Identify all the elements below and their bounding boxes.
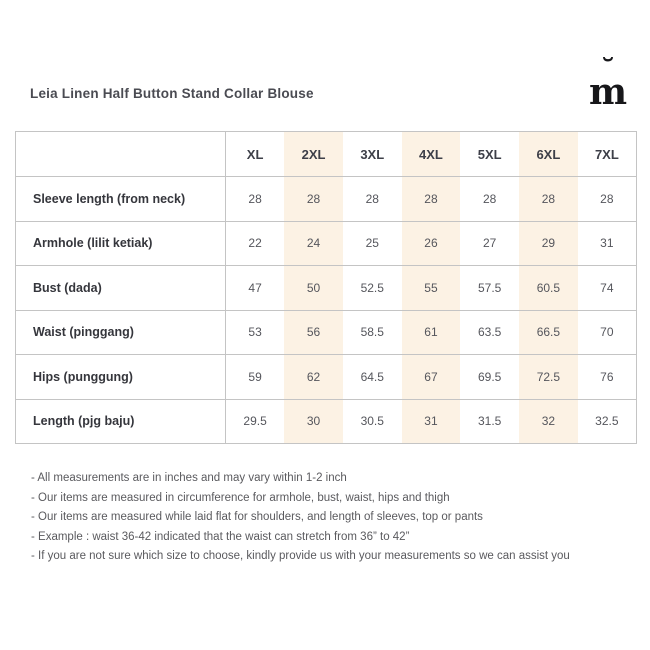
column-header-7xl: 7XL [577, 131, 637, 177]
page-title: Leia Linen Half Button Stand Collar Blou… [30, 86, 314, 101]
measurement-notes: - All measurements are in inches and may… [31, 469, 570, 567]
column-header-4xl: 4XL [401, 131, 461, 177]
size-value: 53 [225, 309, 285, 355]
size-value: 31.5 [460, 398, 520, 444]
size-value: 72.5 [519, 354, 578, 399]
size-value: 28 [519, 176, 578, 221]
row-label: Hips (punggung) [15, 354, 226, 399]
size-value: 32 [519, 398, 578, 444]
size-value: 76 [577, 354, 637, 399]
table-row-bust: Bust (dada) 47 50 52.5 55 57.5 60.5 74 [15, 265, 637, 310]
size-value: 27 [460, 220, 520, 266]
column-header-2xl: 2XL [284, 131, 343, 177]
size-value: 70 [577, 309, 637, 355]
table-row-sleeve-length: Sleeve length (from neck) 28 28 28 28 28… [15, 176, 637, 221]
size-value: 30 [284, 398, 343, 444]
size-value: 55 [401, 265, 461, 310]
size-value: 58.5 [342, 309, 402, 355]
column-header-6xl: 6XL [519, 131, 578, 177]
size-value: 22 [225, 220, 285, 266]
size-value: 59 [225, 354, 285, 399]
column-header-3xl: 3XL [342, 131, 402, 177]
column-header-5xl: 5XL [460, 131, 520, 177]
size-value: 28 [342, 176, 402, 221]
size-value: 62 [284, 354, 343, 399]
note-line: - Our items are measured in circumferenc… [31, 491, 450, 504]
size-value: 29 [519, 220, 578, 266]
logo-letter: m [588, 71, 628, 113]
size-value: 61 [401, 309, 461, 355]
table-row-hips: Hips (punggung) 59 62 64.5 67 69.5 72.5 … [15, 354, 637, 399]
size-value: 31 [577, 220, 637, 266]
brand-logo-icon: ˘ m [585, 56, 631, 113]
size-value: 56 [284, 309, 343, 355]
size-value: 28 [577, 176, 637, 221]
row-label: Length (pjg baju) [15, 398, 226, 444]
size-value: 28 [401, 176, 461, 221]
size-value: 67 [401, 354, 461, 399]
size-value: 25 [342, 220, 402, 266]
size-value: 74 [577, 265, 637, 310]
table-row-waist: Waist (pinggang) 53 56 58.5 61 63.5 66.5… [15, 309, 637, 355]
size-value: 28 [225, 176, 285, 221]
note-line: - If you are not sure which size to choo… [31, 550, 570, 562]
size-value: 30.5 [342, 398, 402, 444]
size-value: 28 [460, 176, 520, 221]
size-value: 60.5 [519, 265, 578, 310]
size-value: 26 [401, 220, 461, 266]
row-label: Sleeve length (from neck) [15, 176, 226, 221]
note-line: - Example : waist 36-42 indicated that t… [31, 530, 410, 543]
column-header-xl: XL [225, 131, 285, 177]
note-line: - Our items are measured while laid flat… [31, 511, 483, 523]
row-label: Bust (dada) [15, 265, 226, 310]
row-label: Waist (pinggang) [15, 309, 226, 355]
note-line: - All measurements are in inches and may… [31, 472, 347, 484]
row-label: Armhole (lilit ketiak) [15, 220, 226, 266]
table-row-length: Length (pjg baju) 29.5 30 30.5 31 31.5 3… [15, 398, 637, 444]
size-table-header-row: XL 2XL 3XL 4XL 5XL 6XL 7XL [15, 131, 637, 177]
size-value: 47 [225, 265, 285, 310]
table-row-armhole: Armhole (lilit ketiak) 22 24 25 26 27 29… [15, 220, 637, 266]
size-chart-table: XL 2XL 3XL 4XL 5XL 6XL 7XL Sleeve length… [15, 131, 637, 444]
size-value: 64.5 [342, 354, 402, 399]
size-value: 31 [401, 398, 461, 444]
size-value: 24 [284, 220, 343, 266]
size-value: 28 [284, 176, 343, 221]
corner-cell [15, 131, 226, 177]
size-value: 63.5 [460, 309, 520, 355]
size-value: 32.5 [577, 398, 637, 444]
size-value: 50 [284, 265, 343, 310]
size-value: 69.5 [460, 354, 520, 399]
size-value: 66.5 [519, 309, 578, 355]
size-value: 29.5 [225, 398, 285, 444]
size-value: 52.5 [342, 265, 402, 310]
size-value: 57.5 [460, 265, 520, 310]
